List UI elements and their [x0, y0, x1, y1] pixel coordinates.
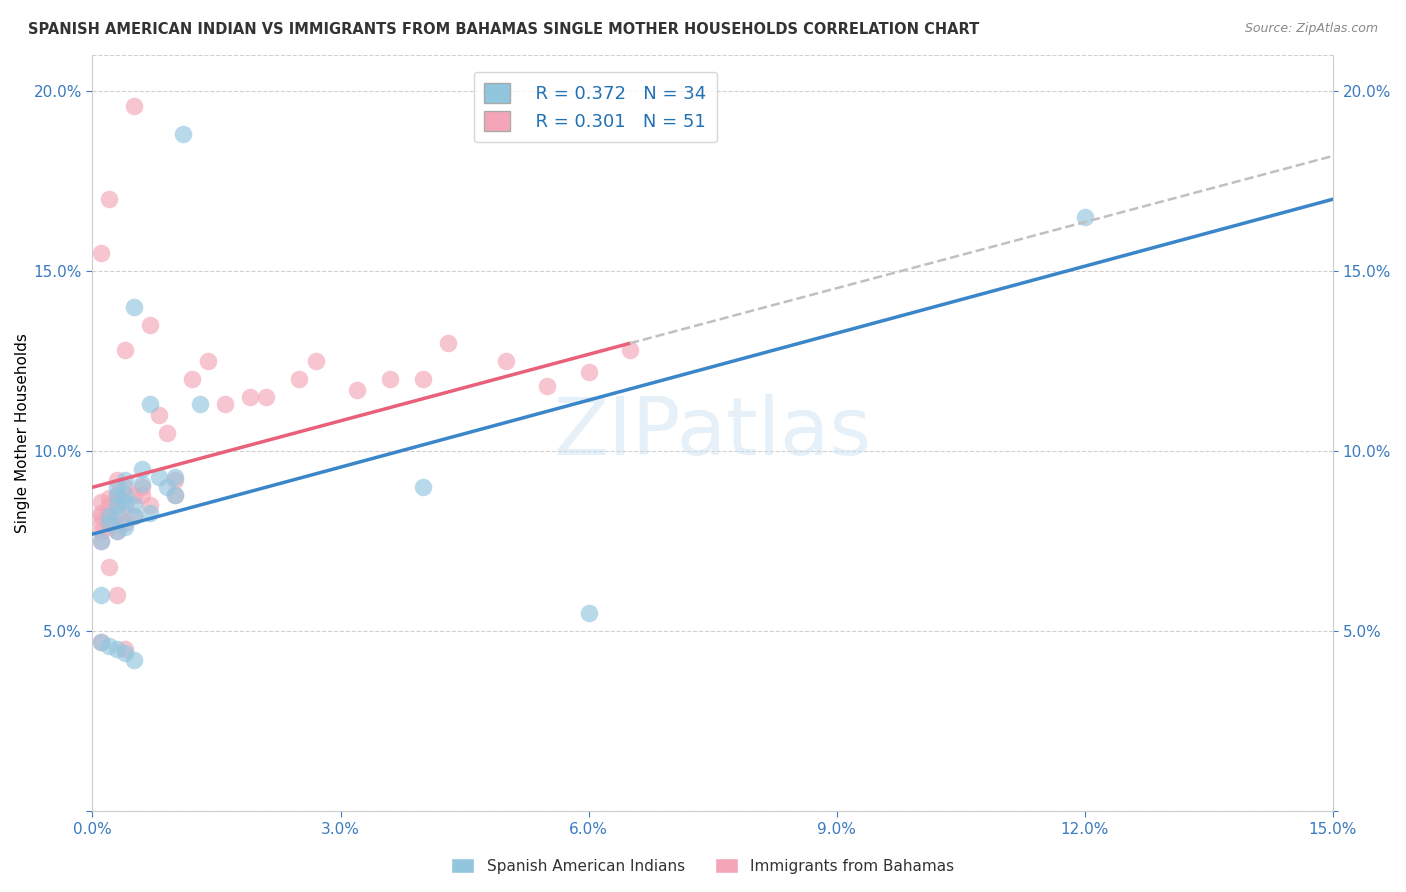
Point: [165, 473, 187, 487]
Point: [139, 506, 162, 520]
Point: [114, 646, 136, 660]
Point: [97, 509, 120, 524]
Point: [148, 409, 170, 423]
Point: [105, 480, 128, 494]
Point: [105, 487, 128, 501]
Point: [114, 487, 136, 501]
Point: [122, 300, 145, 314]
Point: [114, 480, 136, 494]
Point: [105, 473, 128, 487]
Point: [97, 491, 120, 505]
Point: [131, 487, 153, 501]
Point: [114, 343, 136, 358]
Point: [122, 653, 145, 667]
Point: [165, 487, 187, 501]
Point: [172, 128, 194, 142]
Point: [578, 365, 600, 379]
Point: [90, 534, 112, 549]
Point: [114, 494, 136, 508]
Point: [578, 607, 600, 621]
Point: [122, 509, 145, 524]
Point: [90, 509, 112, 524]
Point: [619, 343, 641, 358]
Point: [114, 499, 136, 513]
Point: [105, 487, 128, 501]
Point: [97, 499, 120, 513]
Point: [90, 516, 112, 531]
Point: [346, 383, 368, 397]
Y-axis label: Single Mother Households: Single Mother Households: [15, 334, 30, 533]
Point: [1074, 211, 1097, 225]
Point: [165, 469, 187, 483]
Point: [105, 524, 128, 538]
Point: [156, 480, 179, 494]
Point: [105, 506, 128, 520]
Legend: Spanish American Indians, Immigrants from Bahamas: Spanish American Indians, Immigrants fro…: [446, 852, 960, 880]
Point: [254, 390, 277, 404]
Point: [105, 588, 128, 602]
Point: [90, 635, 112, 649]
Point: [90, 588, 112, 602]
Point: [105, 509, 128, 524]
Point: [437, 336, 460, 351]
Text: Source: ZipAtlas.com: Source: ZipAtlas.com: [1244, 22, 1378, 36]
Point: [122, 98, 145, 112]
Point: [122, 509, 145, 524]
Point: [214, 397, 236, 411]
Point: [114, 642, 136, 657]
Point: [105, 499, 128, 513]
Point: [378, 372, 401, 386]
Point: [139, 499, 162, 513]
Point: [90, 635, 112, 649]
Point: [90, 506, 112, 520]
Point: [114, 473, 136, 487]
Point: [156, 426, 179, 441]
Point: [105, 524, 128, 538]
Point: [97, 559, 120, 574]
Point: [90, 534, 112, 549]
Point: [97, 639, 120, 653]
Point: [90, 246, 112, 260]
Point: [105, 642, 128, 657]
Point: [97, 192, 120, 206]
Point: [165, 487, 187, 501]
Point: [97, 509, 120, 524]
Point: [495, 354, 517, 368]
Point: [90, 524, 112, 538]
Point: [90, 494, 112, 508]
Point: [97, 520, 120, 534]
Point: [305, 354, 328, 368]
Point: [114, 520, 136, 534]
Point: [148, 469, 170, 483]
Point: [114, 516, 136, 531]
Point: [122, 499, 145, 513]
Text: ZIPatlas: ZIPatlas: [554, 394, 872, 472]
Point: [139, 397, 162, 411]
Point: [97, 516, 120, 531]
Point: [131, 462, 153, 476]
Point: [131, 480, 153, 494]
Point: [122, 487, 145, 501]
Legend:   R = 0.372   N = 34,   R = 0.301   N = 51: R = 0.372 N = 34, R = 0.301 N = 51: [474, 71, 717, 143]
Point: [180, 372, 202, 386]
Point: [536, 379, 558, 393]
Point: [131, 476, 153, 491]
Point: [288, 372, 311, 386]
Point: [188, 397, 211, 411]
Point: [139, 318, 162, 333]
Point: [238, 390, 260, 404]
Point: [197, 354, 219, 368]
Point: [412, 480, 434, 494]
Point: [105, 494, 128, 508]
Point: [412, 372, 434, 386]
Text: SPANISH AMERICAN INDIAN VS IMMIGRANTS FROM BAHAMAS SINGLE MOTHER HOUSEHOLDS CORR: SPANISH AMERICAN INDIAN VS IMMIGRANTS FR…: [28, 22, 980, 37]
